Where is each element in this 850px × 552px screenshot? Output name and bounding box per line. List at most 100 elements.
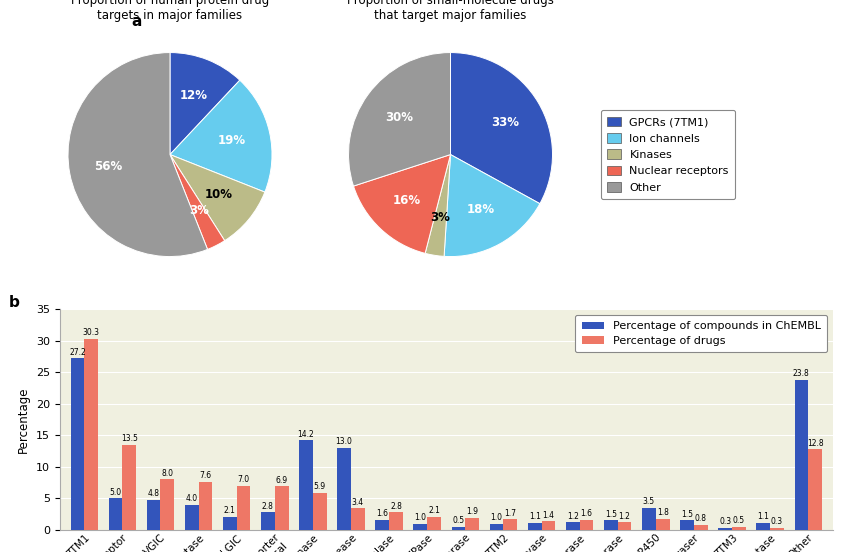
Bar bbox=[161, 480, 174, 530]
Bar bbox=[389, 512, 403, 530]
Text: 3%: 3% bbox=[189, 204, 208, 217]
Text: 2.8: 2.8 bbox=[262, 502, 274, 511]
Bar bbox=[413, 524, 428, 530]
Bar bbox=[451, 527, 465, 530]
Bar bbox=[770, 528, 784, 530]
Bar bbox=[732, 527, 745, 530]
Bar bbox=[236, 486, 251, 530]
Text: 3.4: 3.4 bbox=[352, 498, 364, 507]
Bar bbox=[376, 520, 389, 530]
Text: 0.3: 0.3 bbox=[771, 517, 783, 527]
Text: 10%: 10% bbox=[205, 188, 233, 201]
Text: 19%: 19% bbox=[218, 134, 246, 147]
Text: b: b bbox=[8, 295, 20, 310]
Text: 1.5: 1.5 bbox=[681, 510, 693, 519]
Bar bbox=[261, 512, 275, 530]
Bar bbox=[756, 523, 770, 530]
Text: 0.8: 0.8 bbox=[694, 514, 707, 523]
Text: 1.7: 1.7 bbox=[504, 508, 516, 518]
Text: 6.9: 6.9 bbox=[275, 476, 287, 485]
Bar bbox=[642, 508, 656, 530]
Bar bbox=[122, 445, 136, 530]
Bar bbox=[490, 524, 503, 530]
Text: 1.0: 1.0 bbox=[490, 513, 502, 522]
Text: 23.8: 23.8 bbox=[793, 369, 810, 378]
Wedge shape bbox=[68, 52, 207, 257]
Bar bbox=[428, 517, 441, 530]
Text: 1.5: 1.5 bbox=[605, 510, 617, 519]
Bar bbox=[465, 518, 479, 530]
Wedge shape bbox=[170, 80, 272, 192]
Text: 1.6: 1.6 bbox=[377, 509, 388, 518]
Wedge shape bbox=[450, 52, 552, 204]
Bar bbox=[337, 448, 351, 530]
Bar bbox=[541, 521, 555, 530]
Text: 16%: 16% bbox=[394, 194, 422, 207]
Text: 5.9: 5.9 bbox=[314, 482, 326, 491]
Bar bbox=[184, 505, 199, 530]
Wedge shape bbox=[170, 52, 240, 155]
Text: 7.0: 7.0 bbox=[237, 475, 250, 484]
Text: 27.2: 27.2 bbox=[69, 348, 86, 357]
Text: 12.8: 12.8 bbox=[807, 439, 824, 448]
Bar bbox=[795, 380, 808, 530]
Bar bbox=[580, 520, 593, 530]
Text: 13.5: 13.5 bbox=[121, 434, 138, 443]
Bar bbox=[275, 486, 288, 530]
Text: 1.8: 1.8 bbox=[657, 508, 669, 517]
Bar bbox=[656, 518, 670, 530]
Wedge shape bbox=[348, 52, 451, 186]
Text: 7.6: 7.6 bbox=[200, 471, 212, 480]
Text: 12%: 12% bbox=[179, 89, 207, 102]
Bar bbox=[528, 523, 541, 530]
Text: 3%: 3% bbox=[431, 210, 450, 224]
Text: 0.3: 0.3 bbox=[719, 517, 731, 527]
Text: 4.8: 4.8 bbox=[148, 489, 160, 498]
Bar bbox=[604, 521, 618, 530]
Bar bbox=[299, 440, 313, 530]
Text: 1.2: 1.2 bbox=[567, 512, 579, 521]
Legend: Percentage of compounds in ChEMBL, Percentage of drugs: Percentage of compounds in ChEMBL, Perce… bbox=[575, 315, 827, 353]
Bar bbox=[147, 500, 161, 530]
Bar bbox=[313, 493, 326, 530]
Bar bbox=[109, 498, 122, 530]
Title: Proportion of small-molecule drugs
that target major families: Proportion of small-molecule drugs that … bbox=[347, 0, 554, 22]
Text: 1.0: 1.0 bbox=[414, 513, 427, 522]
Text: 4.0: 4.0 bbox=[185, 494, 198, 503]
Bar bbox=[718, 528, 732, 530]
Bar bbox=[503, 519, 517, 530]
Text: 1.4: 1.4 bbox=[542, 511, 554, 519]
Bar bbox=[199, 482, 212, 530]
Bar bbox=[618, 522, 632, 530]
Text: 0.5: 0.5 bbox=[733, 516, 745, 525]
Bar bbox=[71, 358, 84, 530]
Text: 1.6: 1.6 bbox=[581, 509, 592, 518]
Text: 13.0: 13.0 bbox=[336, 437, 353, 447]
Text: 5.0: 5.0 bbox=[110, 488, 122, 497]
Text: 33%: 33% bbox=[491, 116, 519, 129]
Wedge shape bbox=[425, 155, 450, 256]
Bar bbox=[680, 521, 694, 530]
Text: 56%: 56% bbox=[94, 160, 122, 173]
Wedge shape bbox=[444, 155, 540, 257]
Bar bbox=[351, 508, 365, 530]
Text: 1.9: 1.9 bbox=[466, 507, 479, 516]
Text: a: a bbox=[132, 14, 142, 29]
Text: 2.8: 2.8 bbox=[390, 502, 402, 511]
Text: 1.1: 1.1 bbox=[757, 512, 769, 522]
Text: 0.5: 0.5 bbox=[452, 516, 464, 525]
Text: 1.1: 1.1 bbox=[529, 512, 541, 522]
Title: Proportion of human protein drug
targets in major families: Proportion of human protein drug targets… bbox=[71, 0, 269, 22]
Text: 1.2: 1.2 bbox=[619, 512, 631, 521]
Bar bbox=[808, 449, 822, 530]
Wedge shape bbox=[170, 155, 224, 250]
Bar bbox=[566, 522, 580, 530]
Text: 8.0: 8.0 bbox=[162, 469, 173, 478]
Bar bbox=[223, 517, 236, 530]
Text: 2.1: 2.1 bbox=[224, 506, 235, 515]
Text: 18%: 18% bbox=[467, 204, 495, 216]
Bar bbox=[84, 339, 98, 530]
Legend: GPCRs (7TM1), Ion channels, Kinases, Nuclear receptors, Other: GPCRs (7TM1), Ion channels, Kinases, Nuc… bbox=[601, 110, 735, 199]
Text: 30.3: 30.3 bbox=[82, 328, 99, 337]
Y-axis label: Percentage: Percentage bbox=[17, 386, 30, 453]
